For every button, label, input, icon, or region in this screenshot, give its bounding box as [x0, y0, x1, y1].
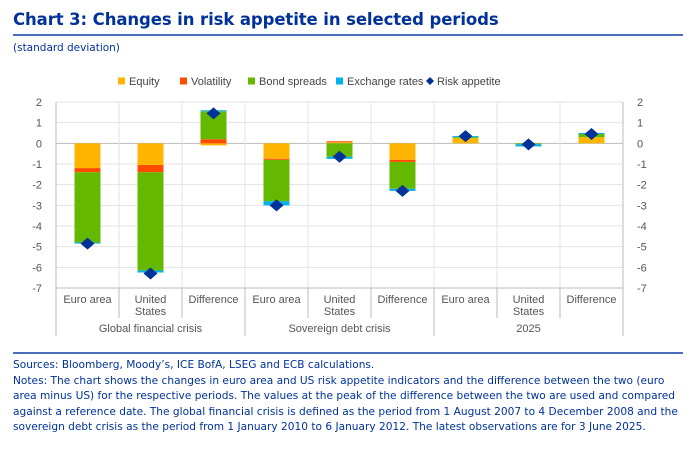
category-label: States [324, 306, 356, 318]
bar-bond-spreads [326, 143, 353, 157]
y-tick-label-right: -1 [637, 159, 647, 171]
legend-swatch-icon [118, 77, 125, 85]
bar-bond-spreads [263, 159, 290, 202]
title-divider [13, 34, 683, 36]
y-tick-label-right: 1 [637, 118, 643, 130]
legend-diamond-icon [426, 77, 434, 85]
legend-label: Exchange rates [347, 76, 424, 88]
chart-notes: Sources: Bloomberg, Moody’s, ICE BofA, L… [13, 358, 688, 436]
group-label: Sovereign debt crisis [288, 323, 391, 335]
risk-appetite-marker [458, 130, 473, 143]
category-label: Difference [378, 294, 428, 306]
y-tick-label-right: -7 [637, 283, 647, 295]
notes-divider [13, 352, 683, 354]
bar-equity [74, 143, 101, 169]
risk-appetite-marker [143, 267, 158, 280]
risk-appetite-marker [206, 107, 221, 120]
y-tick-label-right: 2 [637, 97, 643, 109]
y-tick-label-left: -7 [32, 283, 42, 295]
bar-equity [137, 143, 164, 166]
y-tick-label-right: -4 [637, 221, 647, 233]
category-label: Euro area [441, 294, 490, 306]
bar-volatility [263, 158, 290, 160]
category-label: Euro area [252, 294, 301, 306]
category-label: Difference [567, 294, 617, 306]
group-label: Global financial crisis [99, 323, 203, 335]
legend-label: Risk appetite [437, 76, 501, 88]
legend-swatch-icon [180, 77, 187, 85]
category-label: Difference [189, 294, 239, 306]
legend-swatch-icon [248, 77, 255, 85]
category-label: Euro area [63, 294, 112, 306]
bar-equity [389, 143, 416, 160]
category-label: United [513, 294, 545, 306]
y-tick-label-left: 2 [36, 97, 42, 109]
risk-appetite-marker [332, 150, 347, 163]
y-tick-label-left: -6 [32, 262, 42, 274]
legend-label: Volatility [191, 76, 232, 88]
bar-volatility [74, 168, 101, 173]
y-tick-label-right: 0 [637, 138, 643, 150]
bar-equity [200, 143, 227, 146]
y-tick-label-left: 0 [36, 138, 42, 150]
bar-bond-spreads [74, 172, 101, 243]
sources-text: Sources: Bloomberg, Moody’s, ICE BofA, L… [13, 359, 375, 371]
bar-equity [263, 143, 290, 159]
category-label: United [135, 294, 167, 306]
y-tick-label-right: -5 [637, 242, 647, 254]
y-tick-label-right: -6 [637, 262, 647, 274]
legend-swatch-icon [336, 77, 343, 85]
y-tick-label-left: -5 [32, 242, 42, 254]
category-label: United [324, 294, 356, 306]
risk-appetite-marker [584, 128, 599, 141]
y-tick-label-left: -3 [32, 200, 42, 212]
bar-volatility [326, 141, 353, 143]
y-tick-label-right: -3 [637, 200, 647, 212]
bar-volatility [137, 165, 164, 173]
bar-volatility [389, 159, 416, 162]
bar-equity [578, 137, 605, 144]
category-label: States [513, 306, 545, 318]
bar-volatility [200, 139, 227, 144]
bar-equity [326, 142, 353, 144]
y-tick-label-left: 1 [36, 118, 42, 130]
stacked-bar-chart: 2 2 1 1 0 0 -1 -1 -2 -2 -3 -3 -4 -4 -5 -5 -6 -6 -7 -7 Euro a… [32, 76, 647, 336]
chart-title: Chart 3: Changes in risk appetite in sel… [13, 10, 499, 29]
risk-appetite-marker [80, 237, 95, 250]
notes-text: Notes: The chart shows the changes in eu… [13, 374, 678, 434]
y-tick-label-right: -2 [637, 180, 647, 192]
risk-appetite-marker [521, 138, 536, 151]
legend-label: Equity [129, 76, 160, 88]
legend-label: Bond spreads [259, 76, 327, 88]
y-tick-label-left: -4 [32, 221, 42, 233]
bar-bond-spreads [389, 161, 416, 189]
risk-appetite-marker [395, 184, 410, 197]
bar-bond-spreads [137, 172, 164, 271]
category-label: States [135, 306, 167, 318]
y-tick-label-left: -1 [32, 159, 42, 171]
risk-appetite-marker [269, 199, 284, 212]
group-label: 2025 [516, 323, 540, 335]
chart-subtitle: (standard deviation) [13, 42, 120, 54]
y-tick-label-left: -2 [32, 180, 42, 192]
